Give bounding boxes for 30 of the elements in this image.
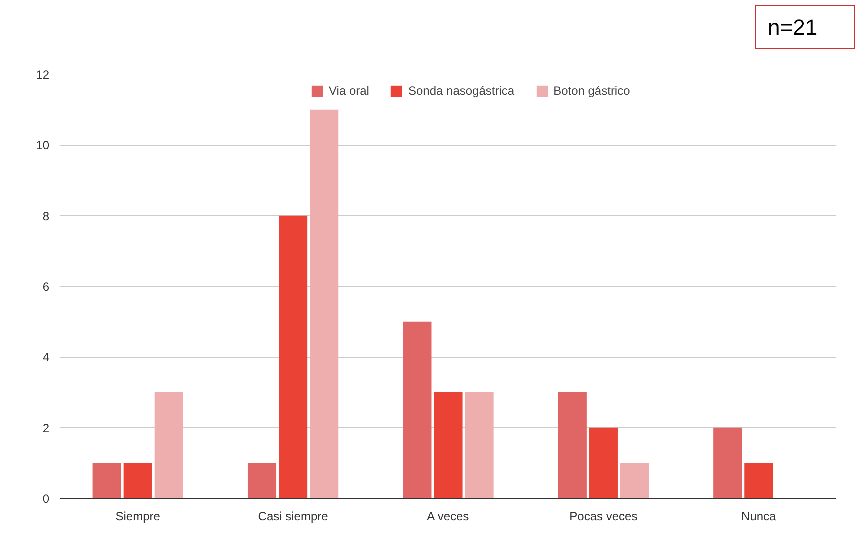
bar — [92, 463, 122, 498]
x-tick-label: Casi siempre — [258, 510, 329, 524]
x-tick-label: Pocas veces — [570, 510, 638, 524]
y-tick-label: 6 — [42, 280, 50, 294]
bar — [620, 463, 650, 498]
text: n=21 — [768, 14, 818, 42]
bar — [465, 392, 494, 498]
bar — [434, 392, 463, 498]
y-tick-label: 12 — [36, 68, 50, 82]
x-tick-label: Nunca — [742, 510, 777, 524]
bar — [558, 392, 587, 498]
bar — [279, 216, 308, 498]
bar — [248, 463, 277, 498]
bar — [154, 392, 184, 498]
y-tick-label: 2 — [42, 421, 50, 436]
x-tick-label: Siempre — [116, 510, 161, 524]
y-tick-label: 8 — [42, 209, 50, 224]
bar — [403, 322, 432, 498]
bar — [124, 463, 152, 498]
bar — [744, 463, 774, 498]
bar — [714, 428, 742, 498]
bar — [310, 110, 339, 498]
legend-label: Sonda nasogástrica — [408, 84, 515, 98]
y-tick-label: 0 — [42, 492, 50, 506]
legend-label: Via oral — [329, 84, 370, 98]
x-tick-label: A veces — [427, 510, 470, 524]
legend-label: Boton gástrico — [554, 84, 630, 98]
y-tick-label: 10 — [36, 138, 50, 153]
bar — [589, 428, 618, 498]
y-tick-label: 4 — [42, 350, 50, 365]
